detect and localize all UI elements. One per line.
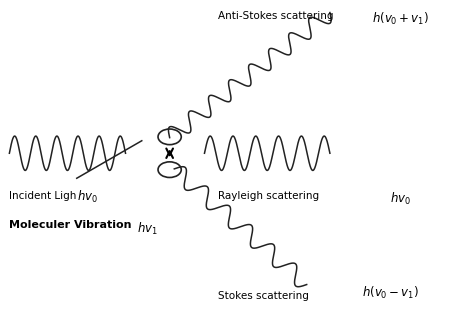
Text: Incident Ligh: Incident Ligh [9, 191, 77, 201]
Text: Anti-Stokes scattering: Anti-Stokes scattering [219, 11, 334, 21]
Text: $hv_0$: $hv_0$ [77, 189, 98, 205]
Text: Moleculer Vibration: Moleculer Vibration [9, 220, 132, 230]
Text: $h(v_0 - v_1)$: $h(v_0 - v_1)$ [363, 285, 419, 301]
Text: Stokes scattering: Stokes scattering [219, 291, 310, 301]
Text: $h(v_0 + v_1)$: $h(v_0 + v_1)$ [372, 11, 429, 27]
Text: $hv_1$: $hv_1$ [137, 220, 158, 237]
Text: $hv_0$: $hv_0$ [390, 191, 411, 207]
Text: Rayleigh scattering: Rayleigh scattering [219, 191, 319, 201]
